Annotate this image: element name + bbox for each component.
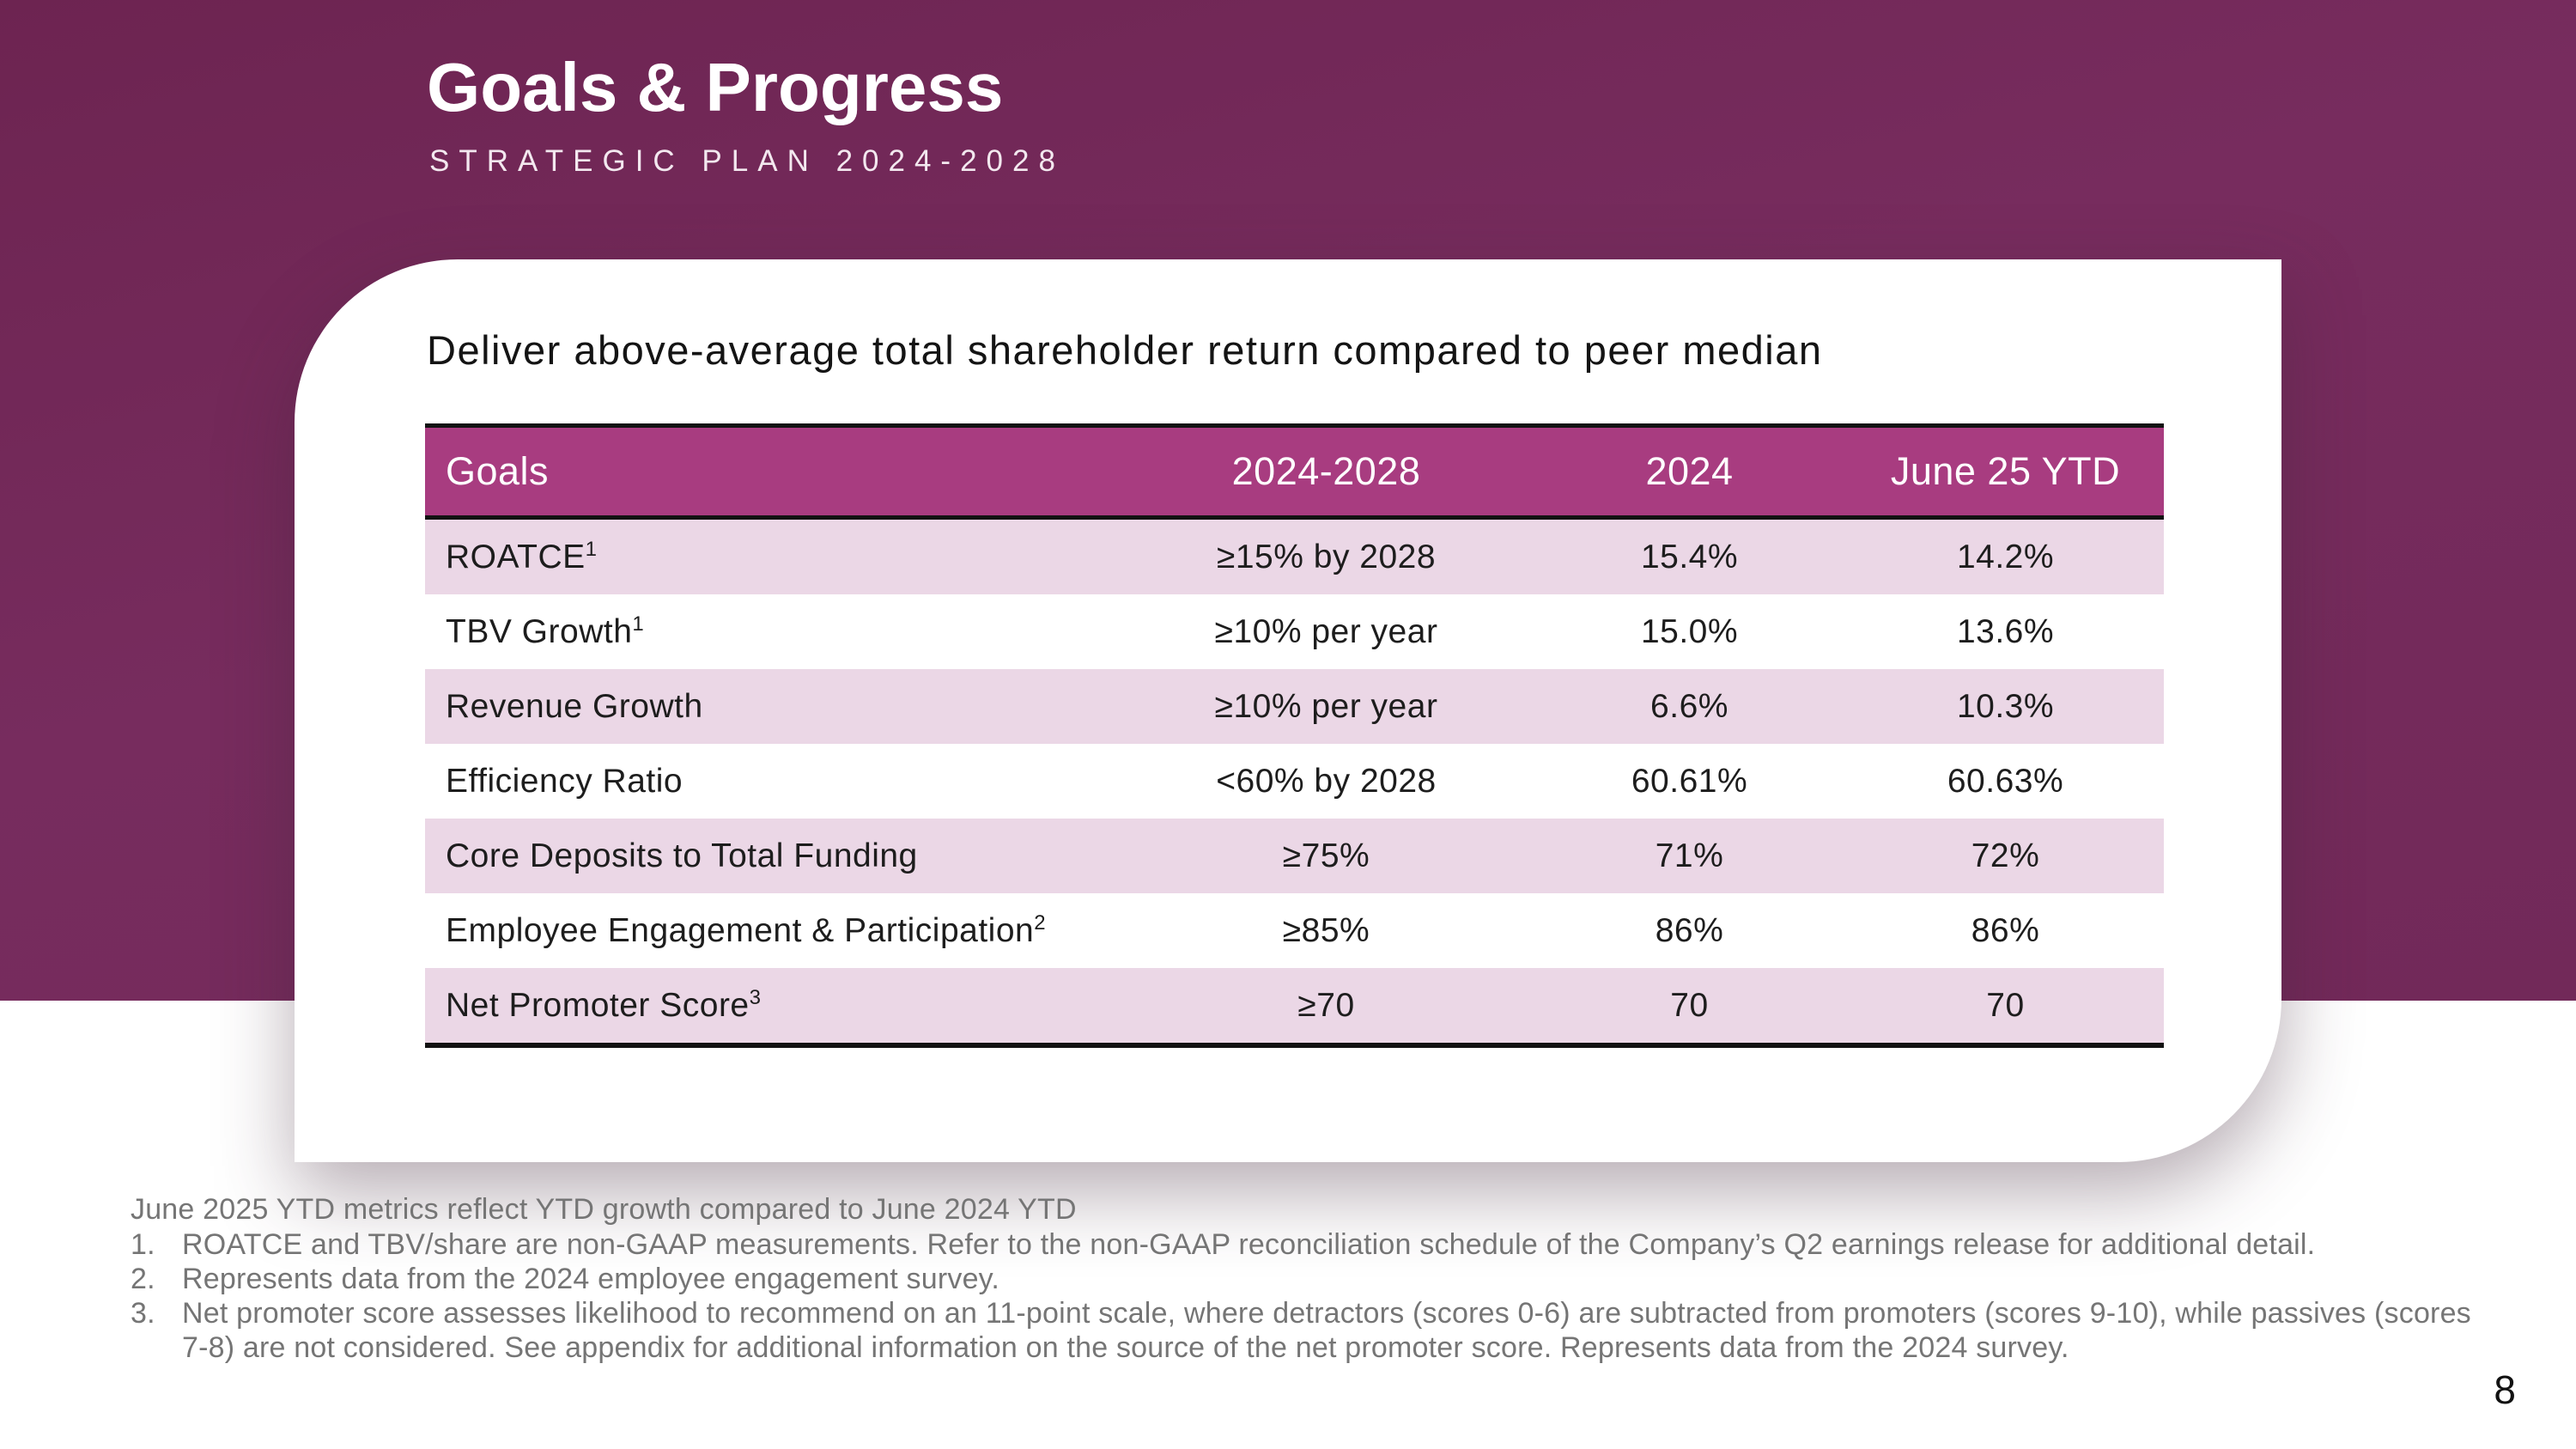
- goal-label-cell: Efficiency Ratio: [425, 744, 1121, 819]
- footnote-number: 3.: [131, 1297, 155, 1330]
- goal-label-cell: Core Deposits to Total Funding: [425, 819, 1121, 893]
- value-2024-cell: 15.0%: [1532, 594, 1847, 669]
- value-2024-cell: 86%: [1532, 893, 1847, 968]
- footnote-item: 3. Net promoter score assesses likelihood…: [131, 1296, 2483, 1365]
- column-header-2024-2028: 2024-2028: [1121, 423, 1532, 520]
- footnote-reference: 3: [749, 985, 762, 1009]
- footnote-text: Net promoter score assesses likelihood t…: [182, 1297, 2471, 1364]
- goal-label-cell: Employee Engagement & Participation2: [425, 893, 1121, 968]
- goals-table: Goals 2024-2028 2024 June 25 YTD ROATCE1…: [425, 423, 2164, 1048]
- value-june-25-ytd-cell: 70: [1847, 968, 2164, 1048]
- footnote-intro: June 2025 YTD metrics reflect YTD growth…: [131, 1193, 1077, 1226]
- footnote-reference: 1: [585, 537, 598, 561]
- footnotes: June 2025 YTD metrics reflect YTD growth…: [131, 1192, 2483, 1365]
- footnote-number: 1.: [131, 1228, 155, 1261]
- footnote-list: 1. ROATCE and TBV/share are non-GAAP meas…: [131, 1227, 2483, 1365]
- footnote-number: 2.: [131, 1263, 155, 1295]
- value-2024-cell: 15.4%: [1532, 517, 1847, 594]
- table-row: Revenue Growth ≥10% per year 6.6% 10.3%: [425, 669, 2164, 744]
- table-row: TBV Growth1 ≥10% per year 15.0% 13.6%: [425, 594, 2164, 669]
- target-cell: ≥15% by 2028: [1121, 517, 1532, 594]
- footnote-reference: 2: [1034, 910, 1047, 935]
- value-june-25-ytd-cell: 10.3%: [1847, 669, 2164, 744]
- footnote-reference: 1: [632, 612, 645, 636]
- footnote-item: 1. ROATCE and TBV/share are non-GAAP meas…: [131, 1227, 2483, 1262]
- goal-label-cell: Net Promoter Score3: [425, 968, 1121, 1048]
- target-cell: ≥70: [1121, 968, 1532, 1048]
- value-2024-cell: 71%: [1532, 819, 1847, 893]
- slide-subtitle: STRATEGIC PLAN 2024-2028: [429, 144, 1065, 178]
- card-heading: Deliver above-average total shareholder …: [427, 327, 1823, 373]
- table-row: Core Deposits to Total Funding ≥75% 71% 72%: [425, 819, 2164, 893]
- table-header-row: Goals 2024-2028 2024 June 25 YTD: [425, 423, 2164, 520]
- table-row: Efficiency Ratio <60% by 2028 60.61% 60.63%: [425, 744, 2164, 819]
- table-body: ROATCE1 ≥15% by 2028 15.4% 14.2% TBV Growth1…: [425, 517, 2164, 1048]
- goal-label-cell: Revenue Growth: [425, 669, 1121, 744]
- value-june-25-ytd-cell: 86%: [1847, 893, 2164, 968]
- goal-label-cell: ROATCE1: [425, 517, 1121, 594]
- table-row: ROATCE1 ≥15% by 2028 15.4% 14.2%: [425, 517, 2164, 594]
- column-header-2024: 2024: [1532, 423, 1847, 520]
- target-cell: ≥85%: [1121, 893, 1532, 968]
- target-cell: ≥10% per year: [1121, 594, 1532, 669]
- value-2024-cell: 6.6%: [1532, 669, 1847, 744]
- target-cell: <60% by 2028: [1121, 744, 1532, 819]
- page-number: 8: [2494, 1367, 2516, 1412]
- value-june-25-ytd-cell: 60.63%: [1847, 744, 2164, 819]
- value-2024-cell: 70: [1532, 968, 1847, 1048]
- table-row: Net Promoter Score3 ≥70 70 70: [425, 968, 2164, 1048]
- value-june-25-ytd-cell: 13.6%: [1847, 594, 2164, 669]
- target-cell: ≥75%: [1121, 819, 1532, 893]
- column-header-goals: Goals: [425, 423, 1121, 520]
- value-june-25-ytd-cell: 14.2%: [1847, 517, 2164, 594]
- footnote-item: 2. Represents data from the 2024 employee…: [131, 1262, 2483, 1296]
- slide-title: Goals & Progress: [427, 49, 1004, 125]
- column-header-june-25-ytd: June 25 YTD: [1847, 423, 2164, 520]
- target-cell: ≥10% per year: [1121, 669, 1532, 744]
- footnote-text: Represents data from the 2024 employee e…: [182, 1263, 999, 1295]
- content-card: Deliver above-average total shareholder …: [295, 259, 2281, 1162]
- table-row: Employee Engagement & Participation2 ≥85%…: [425, 893, 2164, 968]
- footnote-text: ROATCE and TBV/share are non-GAAP measur…: [182, 1228, 2316, 1261]
- goal-label-cell: TBV Growth1: [425, 594, 1121, 669]
- value-2024-cell: 60.61%: [1532, 744, 1847, 819]
- value-june-25-ytd-cell: 72%: [1847, 819, 2164, 893]
